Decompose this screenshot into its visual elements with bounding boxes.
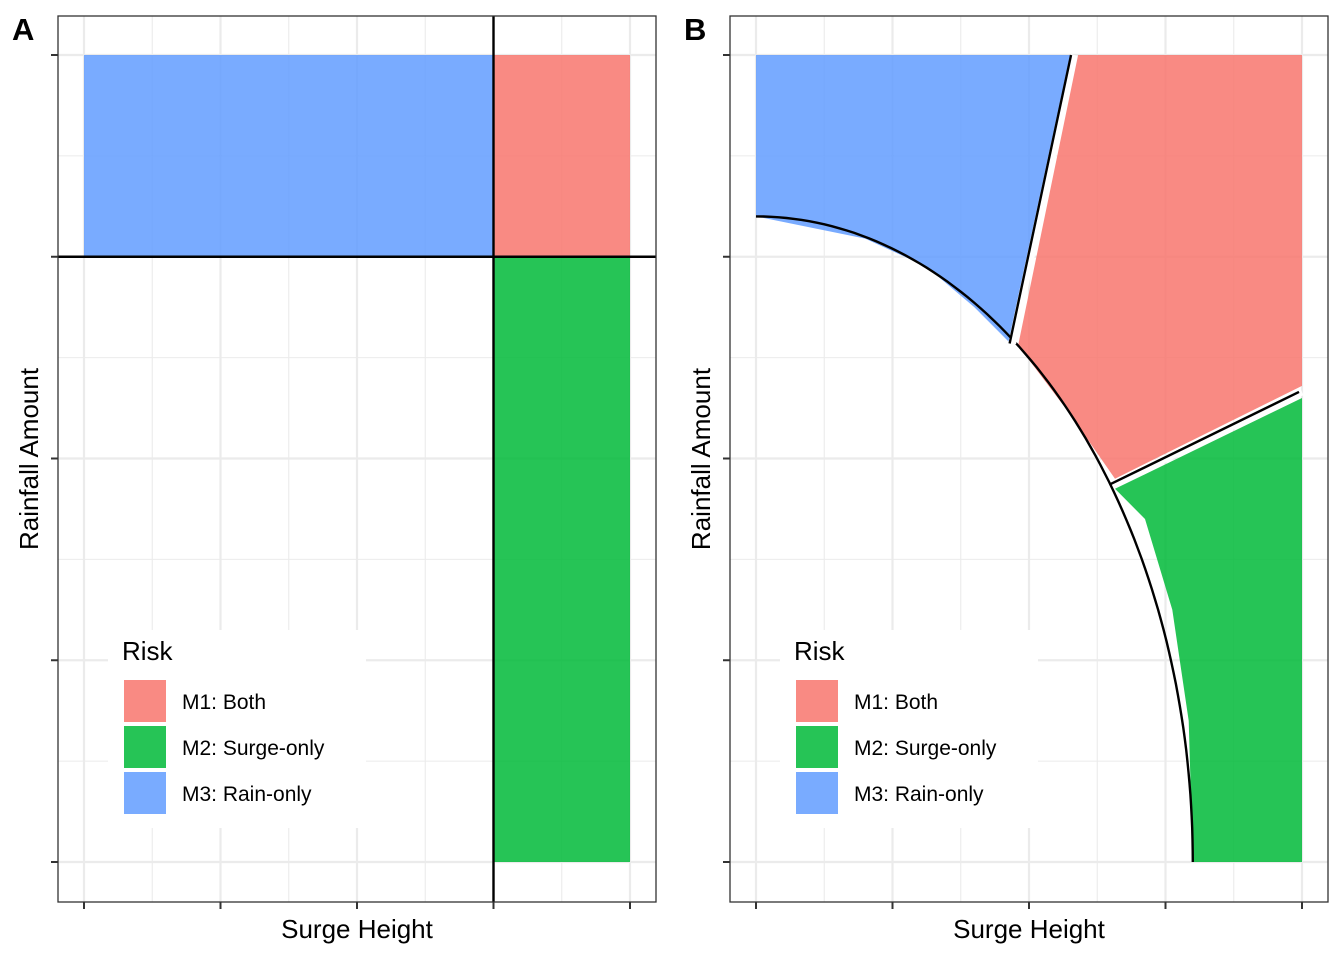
surge-both-separator (1108, 390, 1300, 486)
legend-key-m3 (124, 772, 166, 814)
panel-b: Surge Height Rainfall Amount B Risk M1: Both… (684, 12, 1329, 944)
legend-label: M1: Both (182, 691, 266, 714)
legend-label: M3: Rain-only (854, 783, 984, 806)
x-axis-title: Surge Height (281, 914, 434, 944)
legend-key-m3 (796, 772, 838, 814)
region-m2 (493, 256, 630, 862)
region-m2 (1115, 398, 1302, 862)
legend-key-m2 (124, 726, 166, 768)
region-m3 (84, 55, 494, 257)
y-axis-title: Rainfall Amount (686, 367, 716, 550)
region-m1 (493, 55, 630, 257)
rain-both-separator-gap (1009, 54, 1078, 345)
panel-label: B (684, 12, 706, 47)
legend-title: Risk (122, 636, 174, 666)
rain-both-separator (1008, 54, 1073, 344)
legend-label: M2: Surge-only (182, 737, 325, 760)
x-axis-title: Surge Height (953, 914, 1106, 944)
panel-label: A (12, 12, 34, 47)
region-m3 (756, 55, 1070, 342)
legend-key-m2 (796, 726, 838, 768)
surge-both-separator-gap (1110, 388, 1304, 488)
legend: Risk M1: Both M2: Surge-only M3: Rain-only (108, 630, 366, 828)
legend-title: Risk (794, 636, 846, 666)
legend-label: M2: Surge-only (854, 737, 997, 760)
panel-a: Surge Height Rainfall Amount A Risk M1: Both… (12, 12, 657, 944)
y-axis-title: Rainfall Amount (14, 367, 44, 550)
region-m1 (1018, 55, 1302, 479)
legend-label: M1: Both (854, 691, 938, 714)
legend-key-m1 (796, 680, 838, 722)
legend-key-m1 (124, 680, 166, 722)
joint-boundary-curve (755, 215, 1195, 863)
legend-label: M3: Rain-only (182, 783, 312, 806)
legend: Risk M1: Both M2: Surge-only M3: Rain-only (780, 630, 1038, 828)
